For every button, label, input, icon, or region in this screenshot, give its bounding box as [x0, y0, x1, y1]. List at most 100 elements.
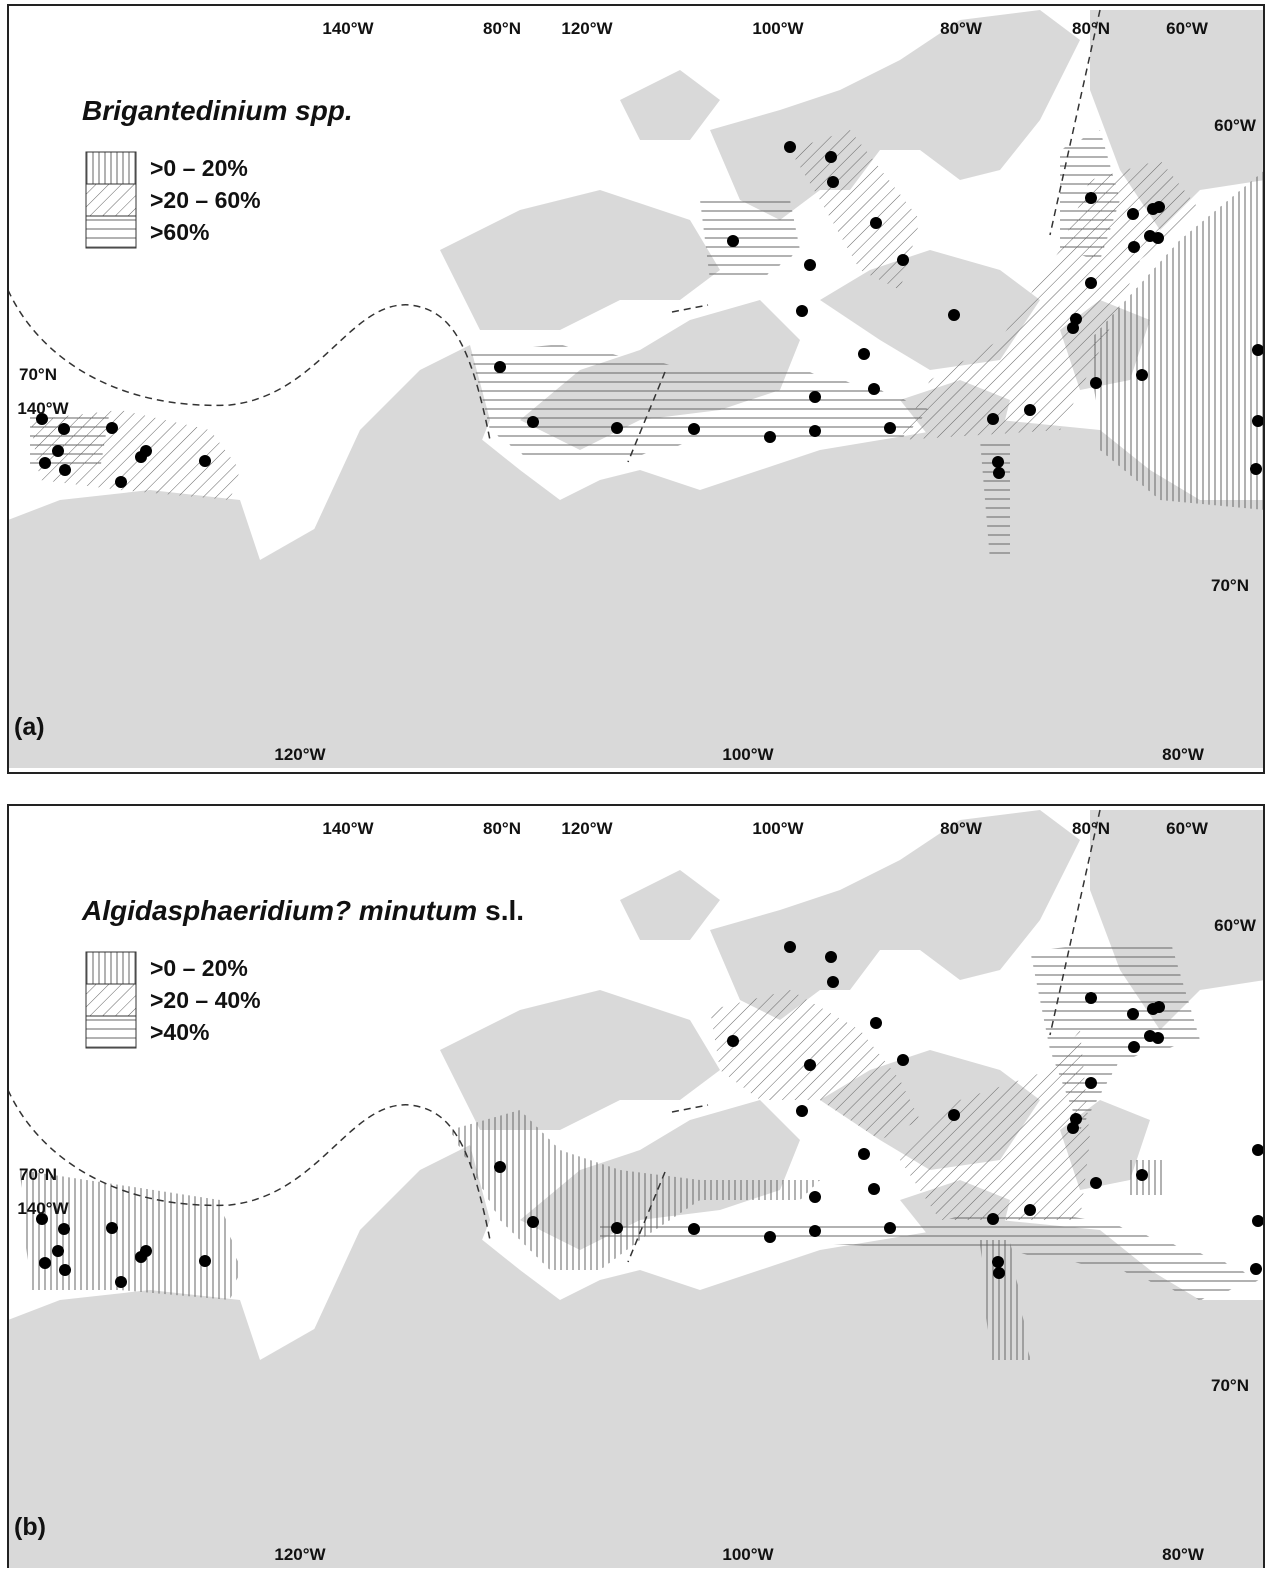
sample-station [987, 1213, 999, 1225]
graticule-label: 80°N [483, 19, 521, 38]
sample-station [527, 1216, 539, 1228]
sample-station [897, 254, 909, 266]
sample-station [59, 464, 71, 476]
abundance-zone [1130, 1160, 1165, 1195]
graticule-label: 120°W [561, 19, 613, 38]
figure: 140°W 80°N 120°W 100°W 80°W 80°N 60°W 60°W 70°N 1… [0, 0, 1265, 1568]
sample-station [784, 141, 796, 153]
sample-station [1085, 992, 1097, 1004]
graticule-label: 100°W [722, 1545, 774, 1564]
sample-station [870, 217, 882, 229]
graticule-label: 70°N [1211, 576, 1249, 595]
sample-station [993, 467, 1005, 479]
graticule-label: 140°W [322, 819, 374, 838]
sample-station [1136, 1169, 1148, 1181]
sample-station [1136, 369, 1148, 381]
graticule-label: 100°W [752, 819, 804, 838]
sample-station [727, 235, 739, 247]
sample-station [199, 1255, 211, 1267]
sample-station [494, 361, 506, 373]
sample-station [827, 176, 839, 188]
sample-station [1067, 322, 1079, 334]
sample-station [1024, 1204, 1036, 1216]
sample-station [1252, 1144, 1264, 1156]
sample-station [494, 1161, 506, 1173]
sample-station [688, 423, 700, 435]
graticule-label: 80°W [1162, 745, 1205, 764]
legend-swatch [86, 216, 136, 248]
sample-station [1250, 463, 1262, 475]
sample-station [1127, 208, 1139, 220]
sample-station [884, 422, 896, 434]
title-italic: Brigantedinium spp. [82, 95, 353, 126]
legend-swatch [86, 952, 136, 984]
sample-station [199, 455, 211, 467]
sample-station [1024, 404, 1036, 416]
sample-station [992, 1256, 1004, 1268]
sample-station [1128, 1041, 1140, 1053]
sample-station [611, 1222, 623, 1234]
sample-station [58, 1223, 70, 1235]
sample-station [809, 425, 821, 437]
panel-label: (b) [14, 1513, 46, 1541]
sample-station [1250, 1263, 1262, 1275]
sample-station [1127, 1008, 1139, 1020]
graticule-label: 80°N [1072, 19, 1110, 38]
sample-station [1085, 1077, 1097, 1089]
sample-station [987, 413, 999, 425]
sample-station [884, 1222, 896, 1234]
sample-station [39, 1257, 51, 1269]
sample-station [1252, 1215, 1264, 1227]
graticule-label: 140°W [17, 399, 69, 418]
sample-station [106, 1222, 118, 1234]
sample-station [1128, 241, 1140, 253]
panel-label: (a) [14, 713, 45, 741]
sample-station [1153, 201, 1165, 213]
sample-station [58, 423, 70, 435]
sample-station [1085, 192, 1097, 204]
graticule-label: 80°N [483, 819, 521, 838]
sample-station [527, 416, 539, 428]
sample-station [115, 1276, 127, 1288]
sample-station [809, 1191, 821, 1203]
sample-station [784, 941, 796, 953]
map-title: Brigantedinium spp. [82, 95, 353, 126]
sample-station [993, 1267, 1005, 1279]
graticule-label: 60°W [1166, 819, 1209, 838]
sample-station [796, 305, 808, 317]
sample-station [1252, 415, 1264, 427]
graticule-label: 120°W [274, 745, 326, 764]
graticule-label: 70°N [19, 365, 57, 384]
sample-station [1152, 1032, 1164, 1044]
legend-label: >0 – 20% [150, 955, 248, 981]
sample-station [868, 383, 880, 395]
graticule-label: 120°W [561, 819, 613, 838]
sample-station [1152, 232, 1164, 244]
map-panel: 140°W 80°N 120°W 100°W 80°W 80°N 60°W 60°W 70°N 1… [8, 805, 1265, 1568]
sample-station [1090, 1177, 1102, 1189]
sample-station [992, 456, 1004, 468]
sample-station [796, 1105, 808, 1117]
graticule-label: 60°W [1214, 916, 1257, 935]
sample-station [764, 1231, 776, 1243]
sample-station [825, 151, 837, 163]
sample-station [948, 309, 960, 321]
sample-station [727, 1035, 739, 1047]
graticule-label: 70°N [1211, 1376, 1249, 1395]
legend-swatch [86, 152, 136, 184]
sample-station [1090, 377, 1102, 389]
graticule-label: 140°W [322, 19, 374, 38]
graticule-label: 80°W [1162, 1545, 1205, 1564]
graticule-label: 80°N [1072, 819, 1110, 838]
sample-station [870, 1017, 882, 1029]
graticule-label: 80°W [940, 19, 983, 38]
sample-station [825, 951, 837, 963]
graticule-label: 100°W [752, 19, 804, 38]
legend-label: >40% [150, 1019, 209, 1045]
legend-swatch [86, 984, 136, 1016]
legend-label: >20 – 60% [150, 187, 261, 213]
sample-station [858, 348, 870, 360]
legend-label: >20 – 40% [150, 987, 261, 1013]
